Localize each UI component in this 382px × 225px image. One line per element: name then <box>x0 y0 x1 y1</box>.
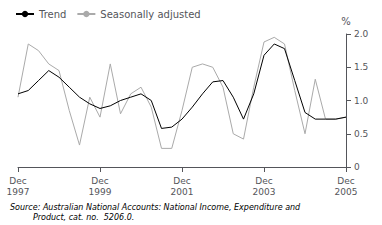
svg-text:Seasonally adjusted: Seasonally adjusted <box>100 9 200 20</box>
svg-text:1999: 1999 <box>89 187 112 197</box>
svg-text:0.5: 0.5 <box>354 129 368 139</box>
svg-text:Dec: Dec <box>255 176 272 186</box>
svg-text:Dec: Dec <box>91 176 108 186</box>
svg-text:Dec: Dec <box>173 176 190 186</box>
svg-text:1997: 1997 <box>7 187 30 197</box>
svg-text:0: 0 <box>354 162 360 172</box>
svg-text:Source: Australian National Ac: Source: Australian National Accounts: Na… <box>10 203 301 212</box>
svg-text:2.0: 2.0 <box>354 29 369 39</box>
svg-text:Dec: Dec <box>9 176 26 186</box>
svg-text:Dec: Dec <box>337 176 354 186</box>
svg-text:2003: 2003 <box>253 187 276 197</box>
svg-text:1.5: 1.5 <box>354 62 368 72</box>
svg-text:Product, cat. no. 5206.0.: Product, cat. no. 5206.0. <box>10 213 134 222</box>
svg-text:1.0: 1.0 <box>354 96 369 106</box>
svg-text:2001: 2001 <box>171 187 194 197</box>
svg-text:2005: 2005 <box>335 187 358 197</box>
svg-text:Trend: Trend <box>38 9 66 20</box>
svg-text:%: % <box>341 16 351 27</box>
